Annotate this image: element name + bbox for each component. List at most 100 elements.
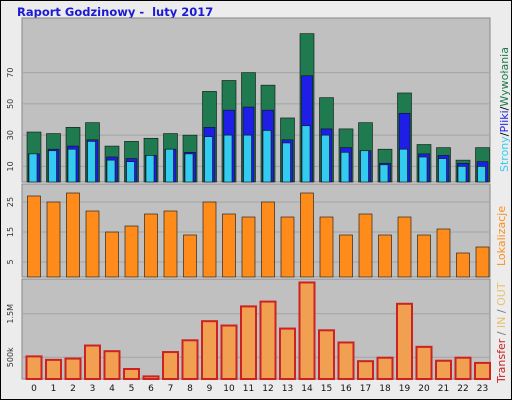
bar-transfer-h7 <box>162 351 179 381</box>
bar-strony-h2 <box>67 148 77 183</box>
bar-strony-h8 <box>184 153 194 183</box>
bar-transfer-h11 <box>240 305 257 380</box>
x-tick-label: 20 <box>418 384 430 394</box>
x-tick-label: 8 <box>187 384 193 394</box>
bar-strony-h20 <box>418 156 428 183</box>
bar-lokalizacje-h3 <box>85 210 100 278</box>
bar-in-h15 <box>318 330 335 380</box>
x-tick-label: 17 <box>360 384 371 394</box>
x-tick-label: 19 <box>399 384 411 394</box>
x-tick-label: 9 <box>207 384 213 394</box>
bar-strony-h7 <box>165 148 174 183</box>
bar-transfer-h17 <box>357 360 374 381</box>
x-tick-label: 11 <box>243 384 254 394</box>
bar-lokalizacje-h23 <box>475 246 490 278</box>
bar-strony-h6 <box>145 155 155 183</box>
legend-item-transfer: Transfer <box>495 338 508 383</box>
bar-strony-h1 <box>48 150 57 183</box>
bar-transfer-h22 <box>454 356 472 380</box>
legend-separator: / <box>495 305 508 317</box>
bar-strony-h16 <box>340 152 350 183</box>
bar-lokalizacje-h21 <box>436 228 451 278</box>
bar-lokalizacje-h5 <box>124 225 139 278</box>
bar-lokalizacje-h6 <box>144 213 158 278</box>
bar-lokalizacje-h13 <box>280 216 295 278</box>
bar-strony-h19 <box>399 148 408 183</box>
legend-item-out: OUT <box>495 282 508 306</box>
bar-strony-h11 <box>243 134 252 183</box>
bar-lokalizacje-h4 <box>105 231 119 278</box>
bar-in-h12 <box>260 301 276 380</box>
bar-strony-h23 <box>477 166 486 183</box>
bar-in-h21 <box>435 360 452 380</box>
bar-in-h17 <box>357 360 374 380</box>
x-tick-label: 12 <box>262 384 273 394</box>
y-tick-label: 50 <box>6 99 15 109</box>
bar-lokalizacje-h12 <box>261 201 275 278</box>
bar-lokalizacje-h10 <box>222 213 236 278</box>
bar-transfer-h2 <box>64 357 82 380</box>
legend-separator: / <box>498 106 511 111</box>
bar-in-h9 <box>201 320 218 380</box>
bar-lokalizacje-h9 <box>202 201 217 278</box>
x-tick-label: 2 <box>70 384 76 394</box>
bar-in-h20 <box>416 346 432 380</box>
bar-transfer-h9 <box>201 320 218 381</box>
chart-title: Raport Godzinowy - luty 2017 <box>17 5 214 19</box>
bar-in-h4 <box>104 350 120 380</box>
bar-in-h0 <box>26 356 42 380</box>
y-tick-label: 30 <box>6 130 15 140</box>
bar-in-h7 <box>162 351 179 380</box>
bar-in-h14 <box>299 282 315 380</box>
bar-in-h23 <box>474 362 491 380</box>
bar-lokalizacje-h8 <box>183 234 197 278</box>
legend-item-lokalizacje: Lokalizacje <box>495 205 508 266</box>
bar-in-h13 <box>279 328 296 380</box>
bar-strony-h9 <box>204 136 213 183</box>
bar-strony-h22 <box>457 166 467 183</box>
bar-lokalizacje-h20 <box>417 234 431 278</box>
bar-transfer-h23 <box>474 361 491 381</box>
bar-in-h3 <box>84 345 101 380</box>
x-tick-label: 16 <box>340 384 352 394</box>
bar-strony-h18 <box>379 164 389 183</box>
bar-transfer-h18 <box>376 356 394 380</box>
bar-strony-h10 <box>223 134 233 183</box>
y-tick-label: 25 <box>6 197 15 207</box>
bar-transfer-h3 <box>84 344 101 380</box>
y-tick-label: 10 <box>6 161 15 171</box>
bar-transfer-h6 <box>142 375 160 380</box>
bar-transfer-h5 <box>123 368 140 380</box>
bar-lokalizacje-h0 <box>27 195 41 278</box>
x-tick-label: 23 <box>477 384 488 394</box>
bar-lokalizacje-h22 <box>456 252 470 278</box>
y-tick-label: 70 <box>6 68 15 78</box>
legend-item-strony: Strony <box>498 136 511 172</box>
bar-lokalizacje-h1 <box>46 201 61 278</box>
bar-transfer-h12 <box>259 300 277 381</box>
bar-transfer-h21 <box>435 359 452 381</box>
bar-strony-h13 <box>282 142 291 183</box>
bar-in-h8 <box>182 340 198 380</box>
plot-area-1 <box>21 17 491 183</box>
bar-in-h22 <box>455 357 471 380</box>
bar-transfer-h13 <box>279 327 296 380</box>
legend-item-in: IN <box>495 316 508 329</box>
x-tick-label: 22 <box>457 384 468 394</box>
bar-strony-h17 <box>360 150 369 183</box>
bar-in-h18 <box>377 357 393 380</box>
bar-transfer-h20 <box>415 345 433 380</box>
x-tick-label: 14 <box>301 384 313 394</box>
x-tick-label: 18 <box>379 384 391 394</box>
bar-lokalizacje-h17 <box>358 213 373 278</box>
bar-strony-h0 <box>28 153 38 183</box>
y-tick-label: 500k <box>6 347 15 367</box>
x-tick-label: 13 <box>282 384 293 394</box>
bar-in-h10 <box>221 325 237 380</box>
legend-separator: / <box>495 328 508 339</box>
bar-strony-h4 <box>106 159 116 183</box>
legend-item-wywolania: Wywołania <box>498 47 511 107</box>
bar-strony-h12 <box>262 130 272 183</box>
bar-transfer-h0 <box>25 355 43 380</box>
bar-lokalizacje-h15 <box>319 216 334 278</box>
